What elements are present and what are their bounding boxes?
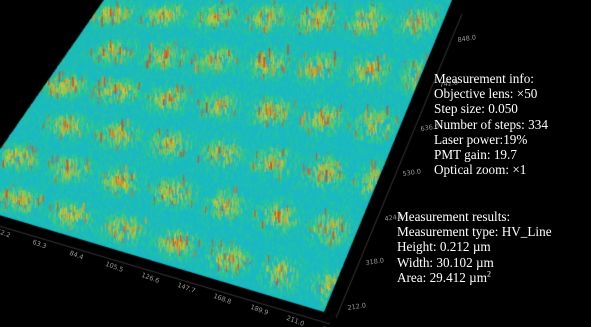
measurement-info-panel: Measurement info: Objective lens: ×50 St…	[434, 71, 548, 177]
optical-zoom-line: Optical zoom: ×1	[434, 162, 527, 178]
width-line: Width: 30.102 µm	[397, 254, 494, 270]
height-line: Height: 0.212 µm	[397, 239, 491, 255]
pmt-gain-line: PMT gain: 19.7	[434, 147, 517, 163]
number-of-steps-line: Number of steps: 334	[434, 116, 548, 132]
laser-power-line: Laser power:19%	[434, 131, 528, 147]
measurement-results-heading: Measurement results:	[397, 209, 511, 224]
objective-lens-line: Objective lens: ×50	[434, 86, 538, 102]
area-unit-superscript: 2	[487, 269, 492, 279]
area-value: Area: 29.412 µm	[397, 269, 488, 285]
area-line: Area: 29.412 µm2	[397, 270, 552, 285]
measurement-results-panel: Measurement results: Measurement type: H…	[397, 209, 552, 285]
measurement-type-line: Measurement type: HV_Line	[397, 224, 552, 240]
measurement-info-heading: Measurement info:	[434, 71, 534, 86]
step-size-line: Step size: 0.050	[434, 101, 518, 117]
